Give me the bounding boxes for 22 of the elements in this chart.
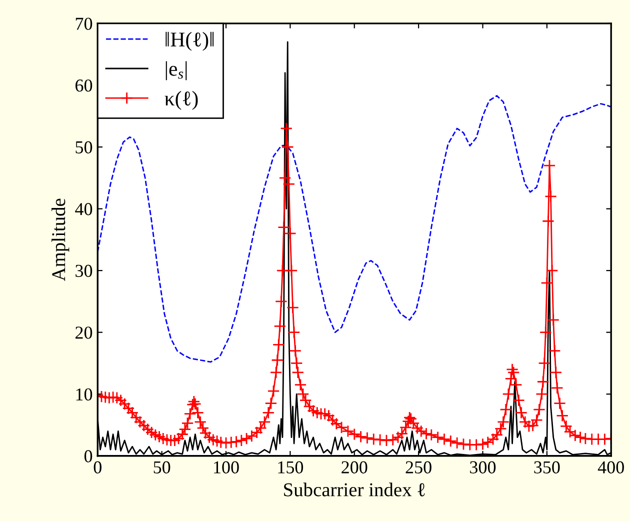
y-tick-label: 20 — [76, 326, 92, 339]
x-axis-title: Subcarrier index ℓ — [284, 482, 425, 496]
y-tick-label: 10 — [76, 388, 92, 401]
y-tick-label: 60 — [76, 79, 92, 92]
x-tick-label: 400 — [598, 461, 624, 474]
x-tick-label: 0 — [94, 461, 102, 474]
y-tick-label: 0 — [84, 450, 92, 462]
x-tick-label: 200 — [342, 461, 368, 474]
x-tick-label: 50 — [154, 461, 170, 474]
y-axis-title: Amplitude — [52, 198, 70, 282]
x-tick-label: 300 — [470, 461, 496, 474]
x-tick-label: 350 — [534, 461, 560, 474]
legend-label: ‖H(ℓ)‖ — [166, 32, 214, 51]
y-tick-label: 40 — [75, 203, 92, 216]
legend-label: κ(ℓ) — [164, 90, 198, 110]
x-tick-label: 100 — [214, 461, 239, 474]
x-tick-label: 150 — [278, 461, 304, 474]
y-tick-label: 50 — [76, 141, 92, 154]
y-tick-label: 70 — [76, 18, 92, 30]
x-tick-label: 250 — [406, 461, 432, 474]
y-tick-label: 30 — [76, 264, 92, 277]
legend-label: |e$_{s}$| — [166, 61, 187, 80]
